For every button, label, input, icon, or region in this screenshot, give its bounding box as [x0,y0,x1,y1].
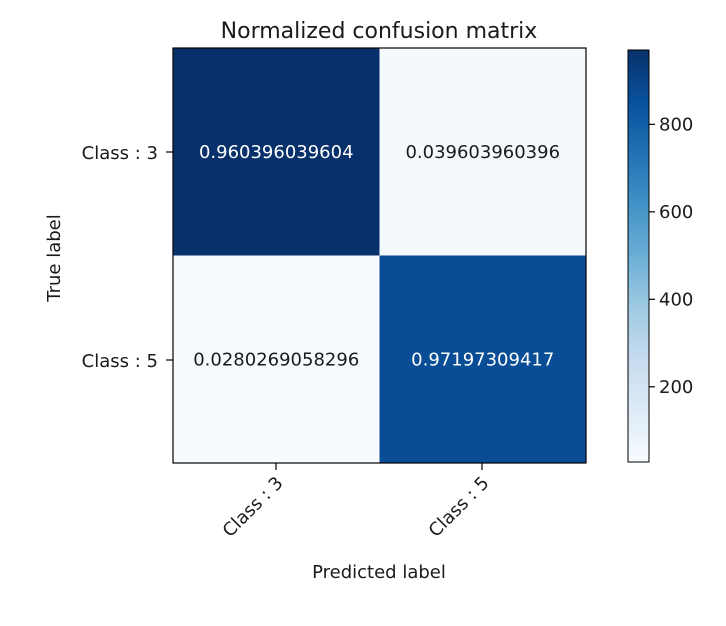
x-tick-label-class-3: Class : 3 [219,473,288,542]
cell-value-r1-c0: 0.0280269058296 [193,349,359,370]
cell-value-r1-c1: 0.97197309417 [411,349,554,370]
colorbar: 200 400 600 800 [627,49,693,463]
y-tick-label-class-5: Class : 5 [82,351,158,372]
colorbar-tick-label-600: 600 [659,202,693,223]
cell-value-r0-c1: 0.039603960396 [405,142,560,163]
y-tick-label-class-3: Class : 3 [82,143,158,164]
y-axis-label: True label [44,214,65,303]
colorbar-tick-label-800: 800 [659,114,693,135]
x-axis-label: Predicted label [312,562,446,583]
heatmap-cell-labels: 0.960396039604 0.039603960396 0.0280269058… [193,142,560,371]
heatmap-cells [173,48,586,463]
cell-value-r0-c0: 0.960396039604 [199,142,354,163]
heatmap-cell-r0-c1 [379,48,586,256]
colorbar-tick-label-200: 200 [659,377,693,398]
x-axis: Class : 3 Class : 5 [219,463,494,542]
x-tick-label-class-5: Class : 5 [425,473,494,542]
heatmap-cell-r1-c0 [173,255,380,463]
colorbar-gradient [627,49,650,463]
y-axis: Class : 3 Class : 5 [82,143,173,372]
plot-frame [172,47,587,464]
chart-title: Normalized confusion matrix [221,19,538,44]
colorbar-tick-label-400: 400 [659,289,693,310]
colorbar-ticks: 200 400 600 800 [649,114,693,398]
heatmap-cell-r0-c0 [173,48,380,256]
heatmap-cell-r1-c1 [379,255,586,463]
